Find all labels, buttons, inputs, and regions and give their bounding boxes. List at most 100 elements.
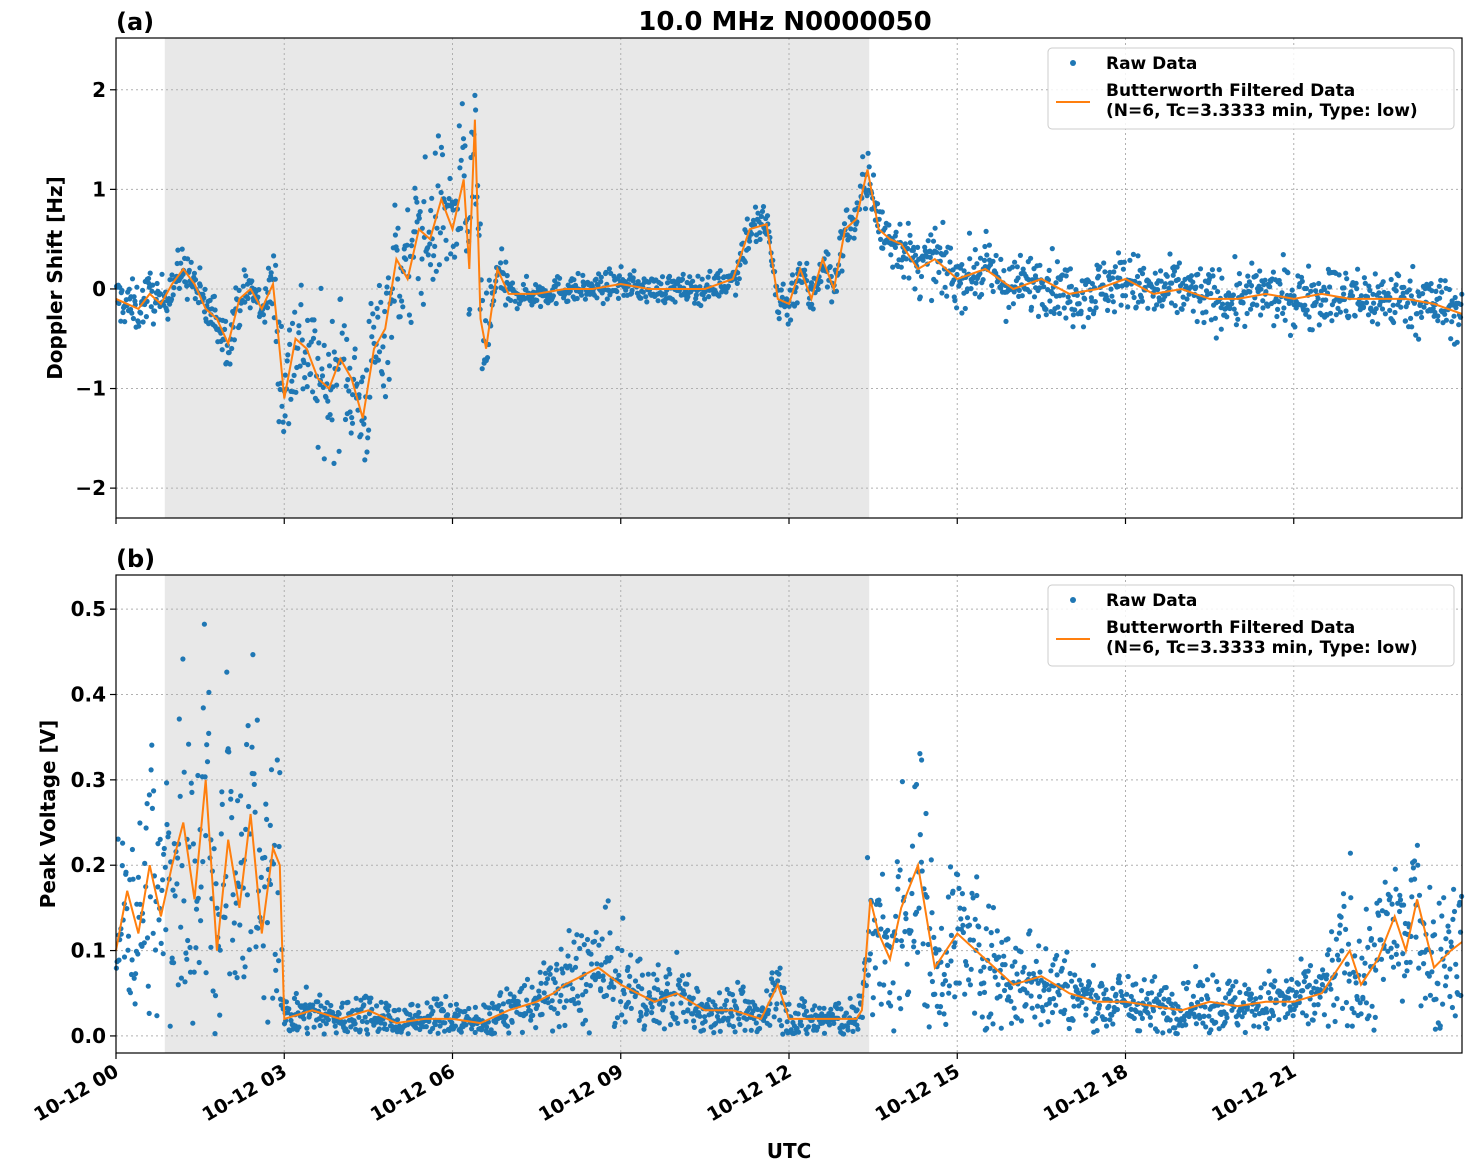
raw-data-point (286, 421, 292, 427)
raw-data-point (453, 1001, 459, 1007)
raw-data-point (970, 895, 976, 901)
raw-data-point (176, 285, 182, 291)
raw-data-point (618, 999, 624, 1005)
raw-data-point (1125, 304, 1131, 310)
y-tick-label: −1 (75, 377, 106, 401)
raw-data-point (1229, 301, 1235, 307)
raw-data-point (1276, 299, 1282, 305)
raw-data-point (400, 304, 406, 310)
raw-data-point (880, 245, 886, 251)
raw-data-point (890, 980, 896, 986)
raw-data-point (161, 851, 167, 857)
raw-data-point (1451, 313, 1457, 319)
raw-data-point (919, 868, 925, 874)
raw-data-point (115, 836, 121, 842)
raw-data-point (888, 1003, 894, 1009)
raw-data-point (788, 317, 794, 323)
raw-data-point (188, 259, 194, 265)
raw-data-point (356, 1014, 362, 1020)
raw-data-point (534, 1002, 541, 1009)
raw-data-point (132, 1001, 138, 1007)
raw-data-point (1053, 280, 1059, 286)
raw-data-point (1352, 313, 1358, 319)
raw-data-point (1092, 299, 1098, 305)
raw-data-point (1349, 1005, 1355, 1012)
raw-data-point (538, 303, 544, 310)
raw-data-point (1449, 1004, 1455, 1011)
raw-data-point (582, 1017, 589, 1023)
raw-data-point (206, 730, 212, 737)
raw-data-point (299, 337, 305, 343)
raw-data-point (1345, 941, 1352, 947)
raw-data-point (439, 152, 446, 158)
raw-data-point (560, 970, 566, 976)
raw-data-point (1197, 266, 1204, 272)
raw-data-point (1324, 972, 1330, 978)
raw-data-point (1038, 1022, 1044, 1028)
raw-data-point (1454, 974, 1460, 980)
raw-data-point (700, 1027, 707, 1033)
raw-data-point (1335, 305, 1341, 311)
raw-data-point (1256, 1024, 1262, 1030)
x-tick-label: 10-12 03 (198, 1060, 290, 1126)
raw-data-point (469, 1026, 475, 1032)
raw-data-point (1208, 290, 1214, 297)
raw-data-point (1376, 912, 1382, 918)
raw-data-point (1102, 269, 1108, 275)
raw-data-point (1002, 962, 1008, 968)
raw-data-point (1036, 285, 1043, 291)
raw-data-point (326, 351, 332, 357)
raw-data-point (1193, 284, 1199, 290)
raw-data-point (255, 925, 261, 931)
raw-data-point (367, 394, 373, 400)
raw-data-point (1050, 962, 1056, 968)
raw-data-point (189, 789, 195, 796)
raw-data-point (1407, 278, 1413, 284)
raw-data-point (144, 801, 150, 807)
raw-data-point (135, 951, 141, 957)
raw-data-point (512, 298, 518, 304)
raw-data-point (854, 1022, 860, 1028)
raw-data-point (1243, 283, 1250, 289)
raw-data-point (303, 984, 309, 990)
raw-data-point (1343, 270, 1349, 276)
raw-data-point (1114, 1006, 1120, 1013)
raw-data-point (1095, 995, 1101, 1001)
raw-data-point (1435, 313, 1441, 319)
raw-data-point (867, 951, 874, 957)
y-tick-label: 0.2 (71, 853, 106, 877)
raw-data-point (237, 922, 243, 928)
raw-data-point (442, 1020, 448, 1026)
raw-data-point (563, 998, 570, 1004)
raw-data-point (433, 268, 439, 274)
raw-data-point (346, 388, 352, 394)
raw-data-point (245, 723, 251, 729)
raw-data-point (753, 238, 759, 245)
raw-data-point (870, 995, 876, 1001)
raw-data-point (138, 310, 144, 316)
raw-data-point (349, 420, 356, 426)
raw-data-point (479, 366, 485, 372)
raw-data-point (1332, 1018, 1338, 1025)
raw-data-point (961, 906, 967, 912)
raw-data-point (578, 933, 585, 939)
raw-data-point (1378, 937, 1384, 943)
raw-data-point (491, 1030, 498, 1036)
raw-data-point (952, 940, 958, 946)
raw-data-point (212, 307, 218, 313)
raw-data-point (116, 957, 122, 963)
raw-data-point (435, 133, 441, 139)
raw-data-point (394, 1017, 401, 1023)
raw-data-point (1402, 318, 1408, 324)
raw-data-point (1061, 305, 1067, 311)
raw-data-point (1043, 946, 1049, 952)
raw-data-point (123, 869, 129, 875)
raw-data-point (723, 998, 730, 1004)
raw-data-point (1003, 318, 1009, 324)
raw-data-point (1292, 324, 1298, 330)
raw-data-point (1013, 945, 1019, 951)
raw-data-point (933, 950, 939, 956)
raw-data-point (374, 305, 380, 312)
raw-data-point (1160, 1010, 1167, 1016)
raw-data-point (412, 229, 418, 235)
